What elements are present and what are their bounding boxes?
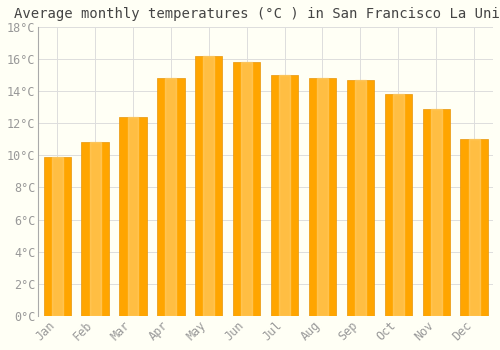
Bar [195,56,222,316]
Bar [166,78,176,316]
Bar [204,56,214,316]
Bar [309,78,336,316]
Bar [157,78,184,316]
Bar [393,94,404,316]
Bar [52,157,62,316]
Bar [468,139,479,316]
Bar [90,142,101,316]
Bar [355,80,366,316]
Bar [233,62,260,316]
Bar [271,75,298,316]
Bar [430,109,442,316]
Bar [384,94,412,316]
Bar [279,75,290,316]
Bar [241,62,252,316]
Title: Average monthly temperatures (°C ) in San Francisco La Unión: Average monthly temperatures (°C ) in Sa… [14,7,500,21]
Bar [120,117,146,316]
Bar [347,80,374,316]
Bar [82,142,108,316]
Bar [44,157,71,316]
Bar [317,78,328,316]
Bar [460,139,487,316]
Bar [422,109,450,316]
Bar [128,117,138,316]
